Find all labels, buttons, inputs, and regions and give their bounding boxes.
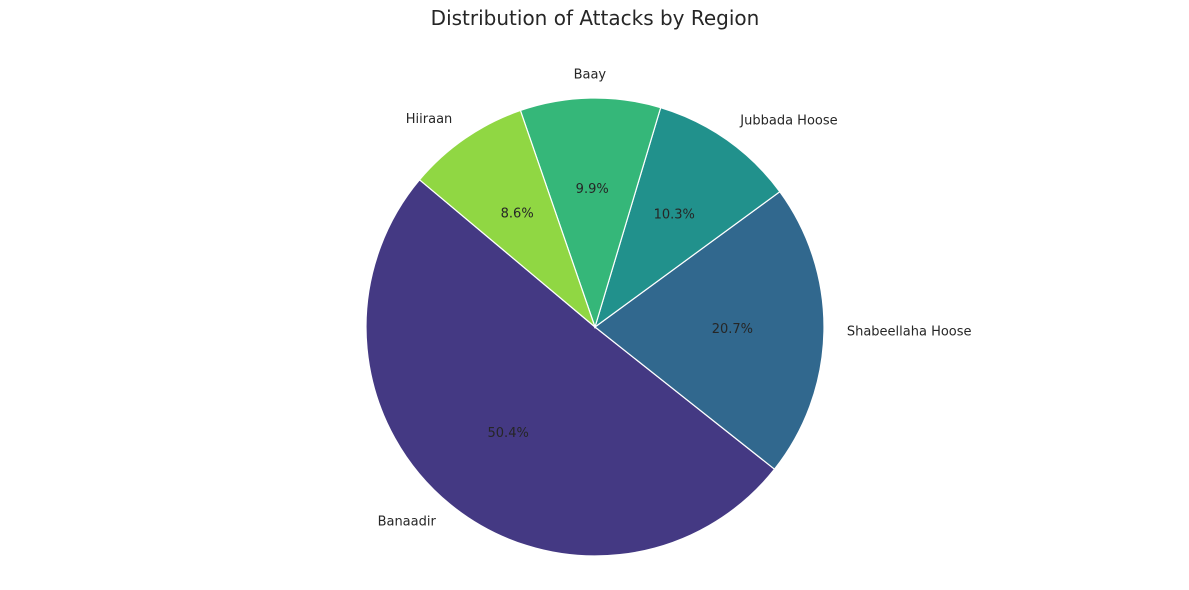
slice-percent-baay: 9.9% <box>576 182 609 197</box>
slice-percent-banaadir: 50.4% <box>488 426 529 441</box>
slice-label-banaadir: Banaadir <box>378 515 437 530</box>
slice-percent-shabeellaha-hoose: 20.7% <box>712 322 753 337</box>
chart-title: Distribution of Attacks by Region <box>431 6 760 30</box>
pie-slice-hiiraan <box>418 109 597 329</box>
pie-slice-banaadir <box>365 178 776 557</box>
pie-slices <box>365 97 825 557</box>
slice-percent-hiiraan: 8.6% <box>501 206 534 221</box>
slice-percent-jubbada-hoose: 10.3% <box>654 207 695 222</box>
pie-labels: Banaadir 50.4% Shabeellaha Hoose 20.7% Jubba… <box>378 68 972 530</box>
pie-slice-baay <box>519 97 662 329</box>
pie-slice-jubbada-hoose <box>593 106 781 329</box>
slice-label-shabeellaha-hoose: Shabeellaha Hoose <box>847 324 972 339</box>
slice-label-hiiraan: Hiiraan <box>406 112 453 127</box>
pie-slice-shabeellaha-hoose <box>594 190 825 471</box>
slice-label-baay: Baay <box>574 68 607 83</box>
slice-label-jubbada-hoose: Jubbada Hoose <box>739 114 837 129</box>
